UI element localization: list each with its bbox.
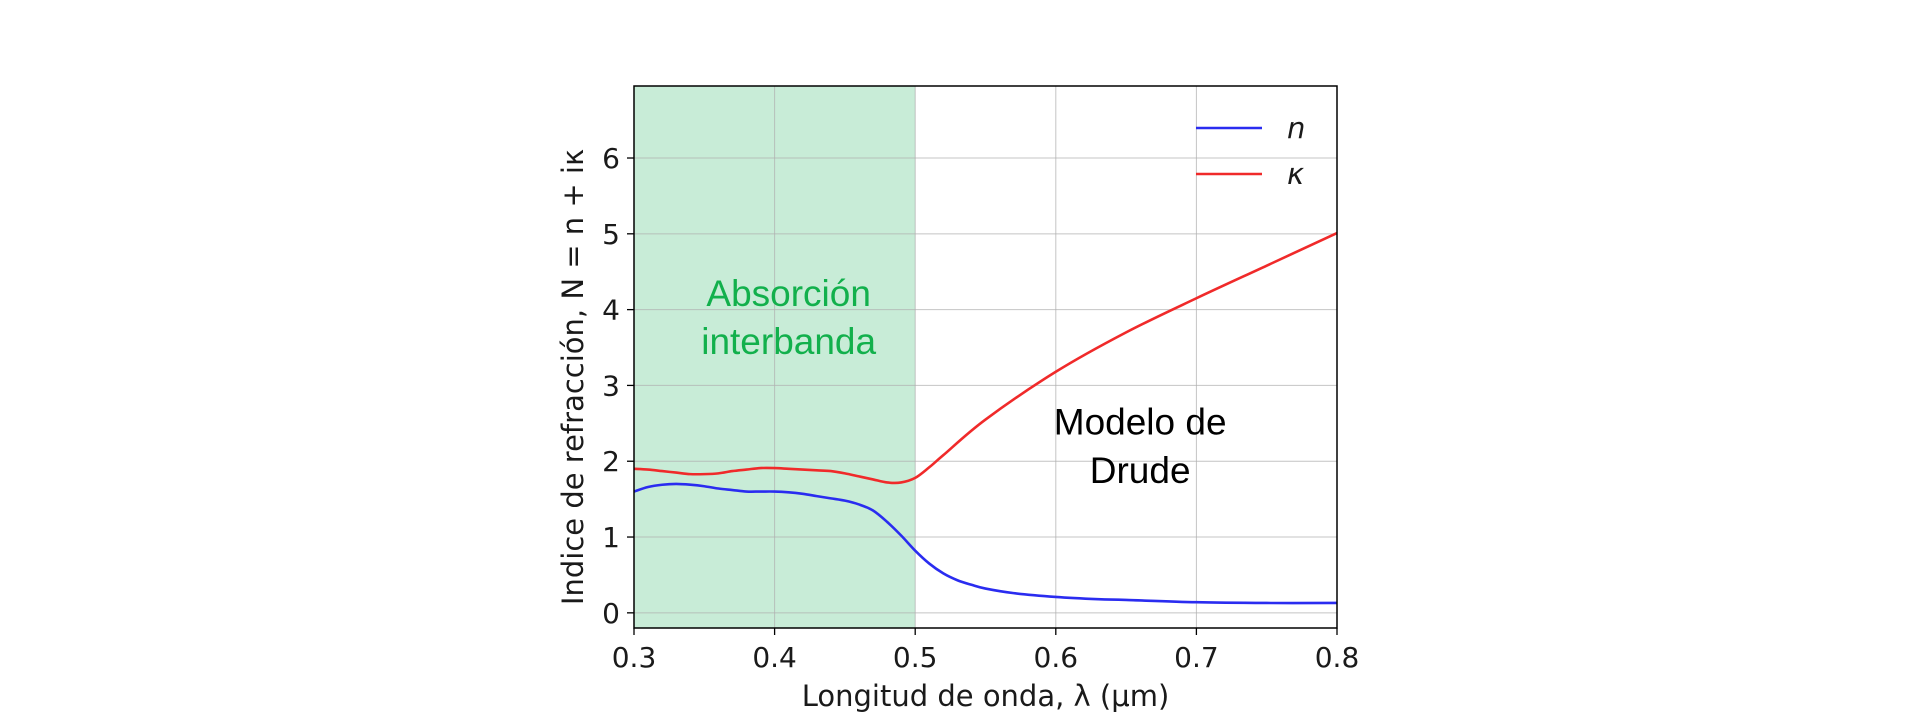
annotation-line: Modelo de xyxy=(1054,402,1227,443)
annotation-drude: Modelo de Drude xyxy=(1054,402,1227,491)
y-tick-label: 3 xyxy=(602,369,620,402)
x-tick-label: 0.6 xyxy=(1034,641,1079,674)
series-line-n xyxy=(633,482,1338,605)
y-tick-label: 5 xyxy=(602,218,620,251)
annotation-line: Absorción xyxy=(706,273,871,314)
plot-frame xyxy=(633,85,1338,629)
legend-label-kappa: κ xyxy=(1287,157,1304,191)
y-tick-label: 1 xyxy=(602,521,620,554)
x-axis-label: Longitud de onda, λ (μm) xyxy=(802,679,1170,713)
annotation-line: interbanda xyxy=(701,321,876,362)
x-tick-label: 0.8 xyxy=(1315,641,1360,674)
annotation-interband: Absorción interbanda xyxy=(701,273,876,362)
legend-label-n: n xyxy=(1287,111,1305,145)
y-tick-label: 4 xyxy=(602,294,620,327)
x-tick-label: 0.7 xyxy=(1174,641,1219,674)
x-tick-label: 0.3 xyxy=(612,641,657,674)
annotation-line: Drude xyxy=(1090,450,1191,491)
x-tick-label: 0.4 xyxy=(752,641,797,674)
x-tick-label: 0.5 xyxy=(893,641,938,674)
y-axis-label: Indice de refracción, N = n + iκ xyxy=(556,149,590,605)
y-tick-label: 6 xyxy=(602,142,620,175)
y-tick-label: 0 xyxy=(602,597,620,630)
series-line-kappa xyxy=(633,231,1338,485)
y-tick-label: 2 xyxy=(602,445,620,478)
